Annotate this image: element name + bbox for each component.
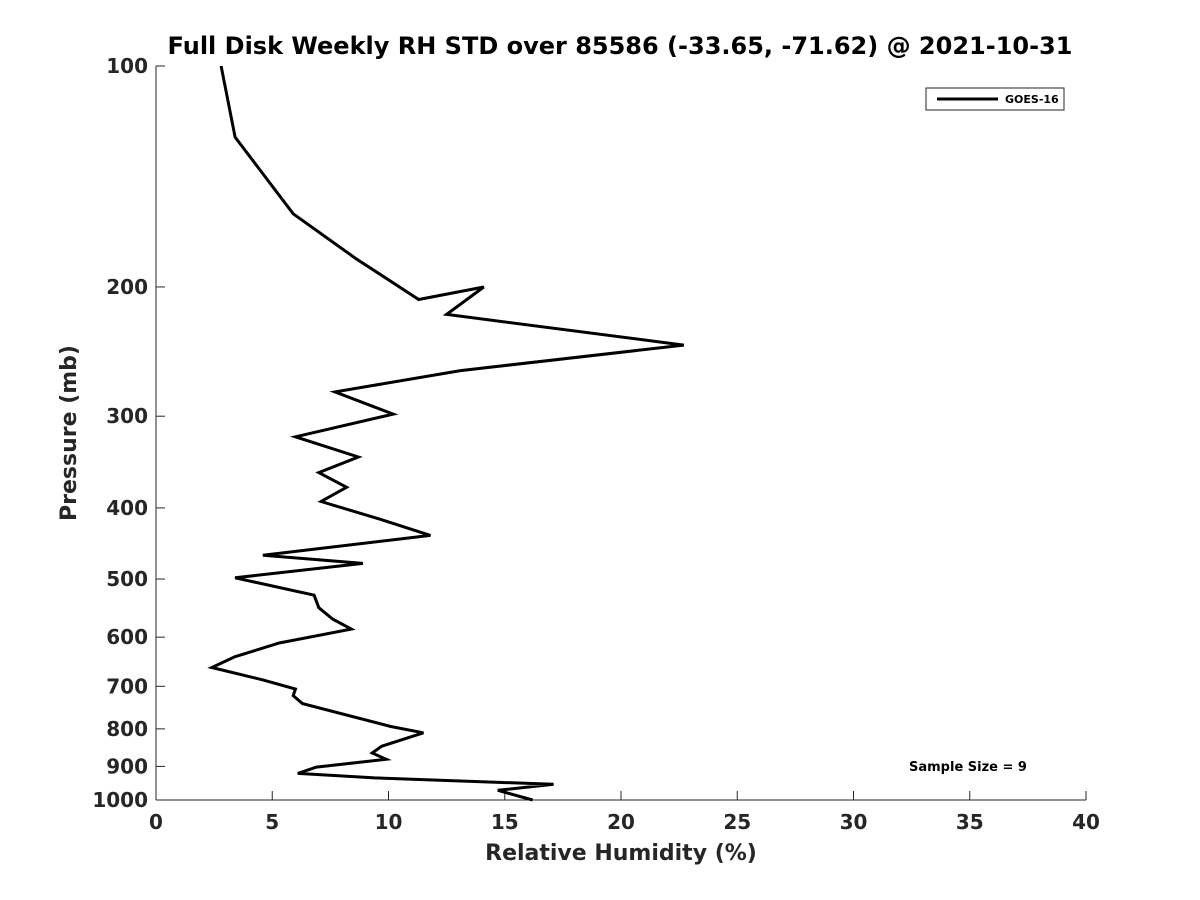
y-tick-label: 800 <box>106 717 148 741</box>
x-tick-label: 25 <box>723 810 751 834</box>
x-tick-label: 40 <box>1072 810 1100 834</box>
x-tick-label: 35 <box>956 810 984 834</box>
x-ticks: 0 5 10 15 20 25 30 35 40 <box>149 791 1100 834</box>
legend-label: GOES-16 <box>1005 93 1059 106</box>
sample-size-annotation: Sample Size = 9 <box>909 760 1027 775</box>
x-axis-label: Relative Humidity (%) <box>485 841 757 866</box>
y-axis-label: Pressure (mb) <box>57 345 82 521</box>
y-tick-label: 500 <box>106 567 148 591</box>
y-tick-label: 600 <box>106 625 148 649</box>
y-ticks: 100 200 300 400 500 600 700 800 900 1000 <box>92 54 165 812</box>
y-tick-label: 300 <box>106 404 148 428</box>
y-tick-label: 1000 <box>92 788 148 812</box>
x-tick-label: 10 <box>375 810 403 834</box>
y-tick-label: 900 <box>106 754 148 778</box>
y-tick-label: 400 <box>106 496 148 520</box>
y-tick-label: 700 <box>106 674 148 698</box>
x-tick-label: 0 <box>149 810 163 834</box>
y-tick-label: 100 <box>106 54 148 78</box>
y-tick-label: 200 <box>106 275 148 299</box>
legend: GOES-16 <box>925 87 1065 111</box>
x-tick-label: 15 <box>491 810 519 834</box>
x-tick-label: 30 <box>840 810 868 834</box>
series-line-goes-16 <box>207 65 684 802</box>
x-tick-label: 5 <box>265 810 279 834</box>
x-tick-label: 20 <box>607 810 635 834</box>
chart-title: Full Disk Weekly RH STD over 85586 (-33.… <box>168 32 1073 60</box>
